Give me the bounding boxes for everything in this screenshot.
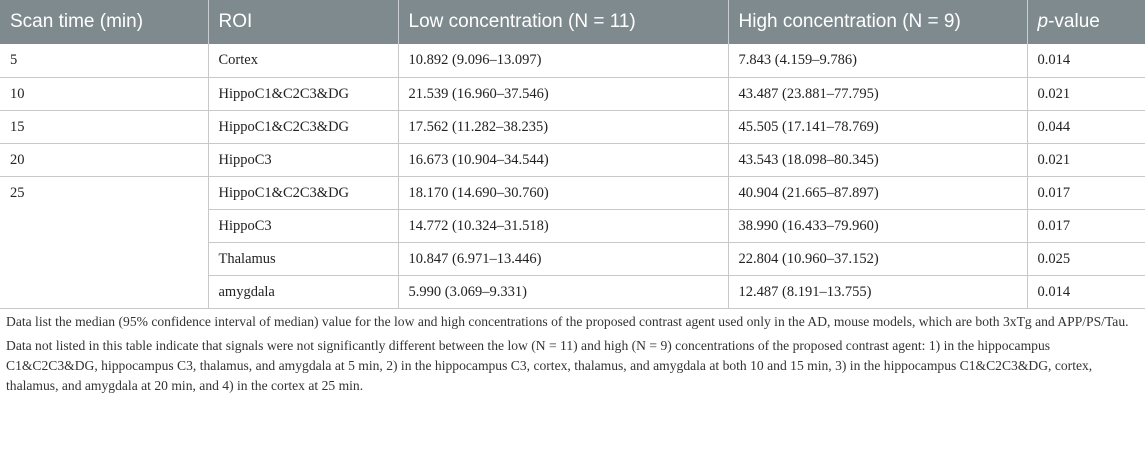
cell-scan-time: 5: [0, 44, 209, 78]
table-row: Thalamus 10.847 (6.971–13.446) 22.804 (1…: [0, 242, 1145, 276]
header-p-letter: p: [1037, 11, 1049, 32]
header-low-concentration: Low concentration (N = 11): [398, 0, 729, 44]
cell-roi: HippoC1&C2C3&DG: [208, 77, 399, 111]
cell-scan-time: 20: [0, 143, 209, 177]
cell-roi: HippoC3: [208, 143, 399, 177]
cell-p-value: 0.025: [1027, 242, 1145, 276]
cell-low: 16.673 (10.904–34.544): [398, 143, 729, 177]
cell-p-value: 0.021: [1027, 143, 1145, 177]
cell-p-value: 0.017: [1027, 209, 1145, 243]
table-footnotes: Data list the median (95% confidence int…: [0, 309, 1145, 396]
cell-high: 45.505 (17.141–78.769): [728, 110, 1028, 144]
header-high-concentration: High concentration (N = 9): [728, 0, 1028, 44]
table-row: amygdala 5.990 (3.069–9.331) 12.487 (8.1…: [0, 275, 1145, 309]
cell-low: 18.170 (14.690–30.760): [398, 176, 729, 210]
cell-scan-time: 10: [0, 77, 209, 111]
cell-high: 40.904 (21.665–87.897): [728, 176, 1028, 210]
cell-high: 43.487 (23.881–77.795): [728, 77, 1028, 111]
cell-roi: Thalamus: [208, 242, 399, 276]
cell-p-value: 0.014: [1027, 275, 1145, 309]
header-row: Scan time (min) ROI Low concentration (N…: [0, 0, 1145, 44]
table-row: 20 HippoC3 16.673 (10.904–34.544) 43.543…: [0, 143, 1145, 177]
cell-roi: HippoC3: [208, 209, 399, 243]
cell-low: 17.562 (11.282–38.235): [398, 110, 729, 144]
cell-high: 12.487 (8.191–13.755): [728, 275, 1028, 309]
cell-high: 43.543 (18.098–80.345): [728, 143, 1028, 177]
cell-roi: HippoC1&C2C3&DG: [208, 110, 399, 144]
cell-low: 5.990 (3.069–9.331): [398, 275, 729, 309]
table-row: HippoC3 14.772 (10.324–31.518) 38.990 (1…: [0, 209, 1145, 243]
cell-high: 7.843 (4.159–9.786): [728, 44, 1028, 78]
cell-high: 38.990 (16.433–79.960): [728, 209, 1028, 243]
cell-low: 10.892 (9.096–13.097): [398, 44, 729, 78]
cell-scan-time: 25: [0, 176, 209, 309]
cell-roi: HippoC1&C2C3&DG: [208, 176, 399, 210]
table-row: 10 HippoC1&C2C3&DG 21.539 (16.960–37.546…: [0, 77, 1145, 111]
table-row: 5 Cortex 10.892 (9.096–13.097) 7.843 (4.…: [0, 44, 1145, 78]
header-p-value: p-value: [1027, 0, 1145, 44]
cell-roi: Cortex: [208, 44, 399, 78]
table-row: 25 HippoC1&C2C3&DG 18.170 (14.690–30.760…: [0, 176, 1145, 309]
cell-low: 14.772 (10.324–31.518): [398, 209, 729, 243]
cell-low: 21.539 (16.960–37.546): [398, 77, 729, 111]
header-scan-time: Scan time (min): [0, 0, 209, 44]
cell-scan-time: 15: [0, 110, 209, 144]
header-roi: ROI: [208, 0, 399, 44]
cell-high: 22.804 (10.960–37.152): [728, 242, 1028, 276]
cell-low: 10.847 (6.971–13.446): [398, 242, 729, 276]
table-container: Scan time (min) ROI Low concentration (N…: [0, 0, 1145, 396]
footnote-median: Data list the median (95% confidence int…: [6, 314, 1129, 329]
cell-p-value: 0.014: [1027, 44, 1145, 78]
cell-p-value: 0.017: [1027, 176, 1145, 210]
header-p-suffix: -value: [1048, 11, 1100, 32]
table-row: 15 HippoC1&C2C3&DG 17.562 (11.282–38.235…: [0, 110, 1145, 144]
footnote-not-significant: Data not listed in this table indicate t…: [6, 338, 1093, 393]
results-table: Scan time (min) ROI Low concentration (N…: [0, 0, 1145, 309]
cell-roi: amygdala: [208, 275, 399, 309]
cell-p-value: 0.021: [1027, 77, 1145, 111]
cell-p-value: 0.044: [1027, 110, 1145, 144]
